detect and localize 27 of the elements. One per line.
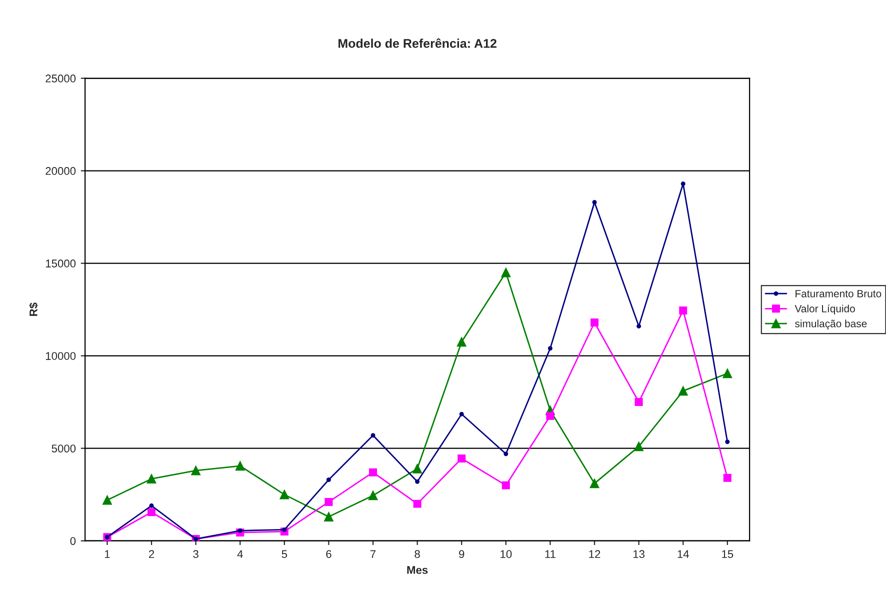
y-tick-label: 5000 xyxy=(52,444,76,452)
x-tick-label: 3 xyxy=(193,550,198,558)
x-tick-label: 1 xyxy=(104,550,110,558)
x-tick-label: 8 xyxy=(414,550,420,558)
x-tick-label: 9 xyxy=(459,550,464,558)
legend-label: Valor Líquido xyxy=(794,304,855,314)
y-tick-label: 20000 xyxy=(46,167,76,175)
y-tick-label: 25000 xyxy=(46,74,76,82)
legend-label: Faturamento Bruto xyxy=(796,290,882,298)
x-tick-label: 6 xyxy=(326,550,332,558)
x-tick-label: 2 xyxy=(148,550,154,558)
legend-label: simulação base xyxy=(795,320,867,330)
x-tick-label: 15 xyxy=(722,550,734,558)
x-tick-label: 11 xyxy=(545,550,556,558)
y-tick-label: 15000 xyxy=(46,260,76,268)
chart-title: Modelo de Referência: A12 xyxy=(338,38,496,48)
x-tick-label: 12 xyxy=(589,550,600,558)
y-axis-title: R$ xyxy=(29,302,38,316)
x-tick-label: 4 xyxy=(237,550,243,558)
x-tick-label: 7 xyxy=(370,550,376,558)
x-tick-label: 5 xyxy=(282,550,288,558)
x-axis-title: Mes xyxy=(407,566,428,574)
x-tick-label: 13 xyxy=(633,550,644,558)
y-tick-label: 10000 xyxy=(46,352,76,360)
x-tick-label: 10 xyxy=(500,550,512,558)
x-tick-label: 14 xyxy=(678,550,689,558)
y-tick-label: 0 xyxy=(70,537,76,545)
